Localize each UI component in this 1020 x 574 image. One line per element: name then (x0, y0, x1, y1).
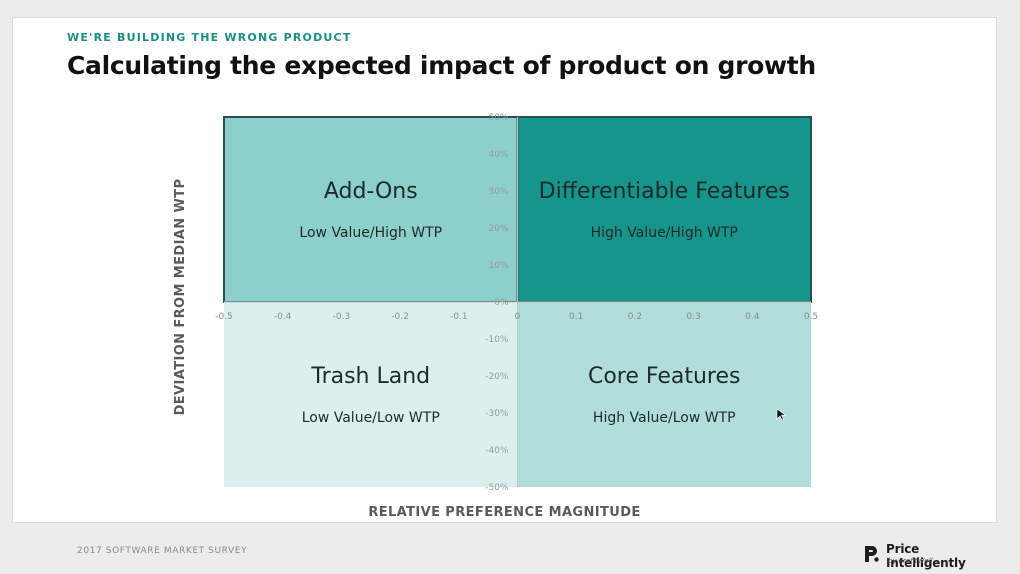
y-axis-title: DEVIATION FROM MEDIAN WTP (173, 179, 188, 416)
x-axis-title: RELATIVE PREFERENCE MAGNITUDE (368, 505, 640, 520)
x-tick-label: -0.1 (450, 312, 468, 322)
mouse-cursor-icon (776, 408, 787, 421)
y-tick-label: -30% (485, 409, 509, 419)
brand-logo[interactable]: Price Intelligently by ProfitWell (862, 541, 1002, 570)
slide-title: Calculating the expected impact of produ… (67, 51, 816, 80)
x-tick-label: -0.3 (333, 312, 351, 322)
y-tick-label: 0% (494, 298, 509, 308)
y-tick-label: 40% (488, 150, 508, 160)
y-tick-label: -20% (485, 372, 509, 382)
quadrant-1-rect (516, 116, 812, 303)
quadrant-3-title: Core Features (588, 364, 741, 389)
quadrant-0-subtitle: Low Value/High WTP (299, 225, 442, 241)
x-tick-label: -0.4 (274, 312, 292, 322)
price-intelligently-logo-icon (865, 546, 879, 562)
brand-subtitle: by ProfitWell (888, 557, 933, 565)
y-tick-label: 20% (488, 224, 508, 234)
x-tick-label: 0 (515, 312, 521, 322)
quadrant-1-subtitle: High Value/High WTP (591, 225, 738, 241)
y-tick-label: -10% (485, 335, 509, 345)
quadrant-0-rect (223, 116, 519, 303)
x-tick-label: -0.2 (391, 312, 409, 322)
y-tick-label: 30% (488, 187, 508, 197)
quadrant-0-title: Add-Ons (324, 179, 418, 204)
footer-survey-label: 2017 SOFTWARE MARKET SURVEY (77, 546, 248, 556)
quadrant-1-title: Differentiable Features (539, 179, 790, 204)
x-tick-label: 0.1 (569, 312, 583, 322)
x-tick-label: -0.5 (215, 312, 233, 322)
y-tick-label: 50% (488, 113, 508, 123)
brand-name: Price Intelligently (886, 542, 966, 570)
quadrant-2-title: Trash Land (310, 364, 430, 389)
quadrant-2-subtitle: Low Value/Low WTP (302, 410, 440, 426)
x-tick-label: 0.5 (804, 312, 818, 322)
quadrant-3-rect (517, 302, 811, 487)
slide-eyebrow: WE'RE BUILDING THE WRONG PRODUCT (67, 31, 352, 44)
quadrant-2-rect (224, 302, 518, 487)
y-tick-label: 10% (488, 261, 508, 271)
y-tick-label: -50% (485, 483, 509, 493)
x-tick-label: 0.4 (745, 312, 760, 322)
quadrant-3-subtitle: High Value/Low WTP (593, 410, 736, 426)
y-tick-label: -40% (485, 446, 509, 456)
x-tick-label: 0.3 (686, 312, 700, 322)
x-tick-label: 0.2 (628, 312, 642, 322)
